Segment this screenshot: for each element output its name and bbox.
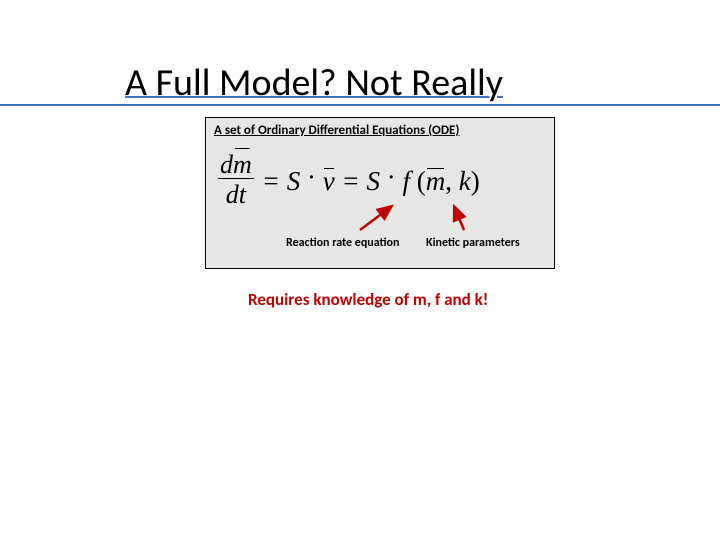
label-reaction-rate: Reaction rate equation xyxy=(286,236,399,250)
equation-box: A set of Ordinary Differential Equations… xyxy=(205,117,555,269)
slide-title: A Full Model? Not Really xyxy=(125,60,503,106)
requires-text: Requires knowledge of m, f and k! xyxy=(248,289,488,310)
label-kinetic-parameters: Kinetic parameters xyxy=(426,236,520,250)
slide: A Full Model? Not Really A set of Ordina… xyxy=(0,0,720,540)
